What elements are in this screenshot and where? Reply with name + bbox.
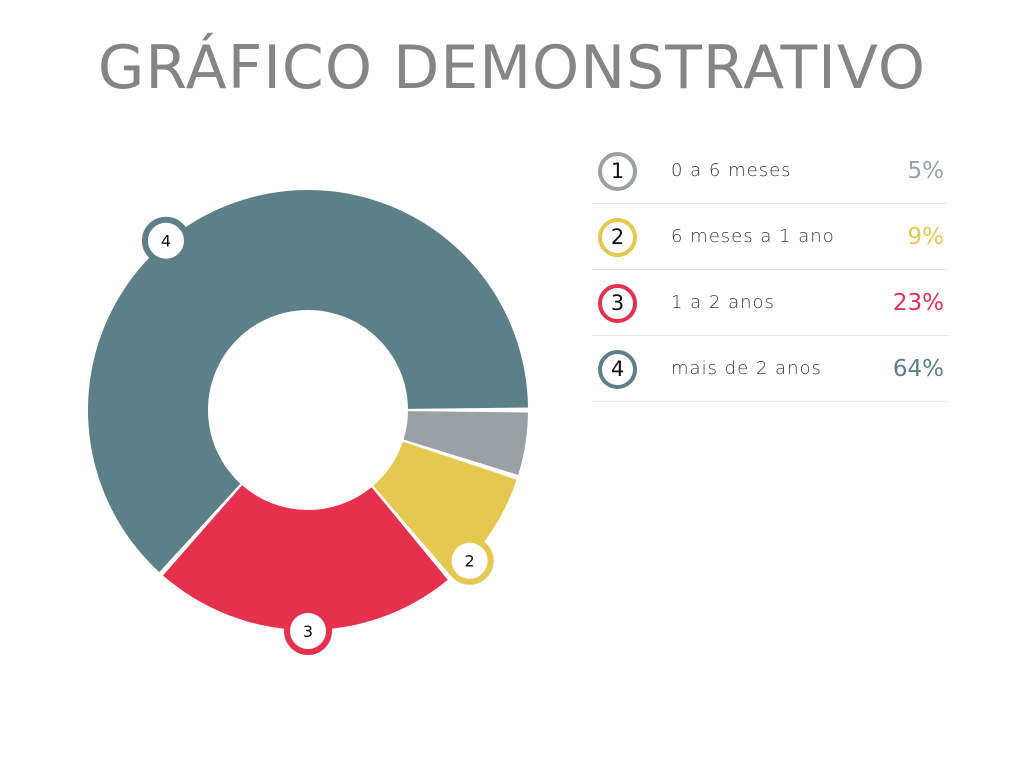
slice-marker: 4	[141, 216, 190, 265]
donut-slice	[87, 189, 528, 573]
legend-item: 4 mais de 2 anos 64%	[592, 336, 948, 402]
legend-label: 6 meses a 1 ano	[671, 226, 835, 247]
legend: 1 0 a 6 meses 5% 2 6 meses a 1 ano 9% 3 …	[592, 138, 948, 402]
legend-value: 9%	[907, 224, 945, 250]
legend-marker: 2	[598, 218, 637, 257]
slice-marker: 3	[284, 607, 332, 655]
legend-label: 0 a 6 meses	[671, 160, 792, 181]
donut-chart: 2 3 4	[87, 189, 528, 655]
legend-marker: 4	[598, 350, 637, 389]
legend-item: 1 0 a 6 meses 5%	[592, 138, 948, 204]
slice-marker-label: 2	[465, 552, 475, 571]
slice-marker-label: 4	[161, 232, 171, 251]
legend-label: 1 a 2 anos	[671, 292, 775, 313]
donut-slice	[162, 485, 448, 630]
legend-item: 3 1 a 2 anos 23%	[592, 270, 948, 336]
slice-marker-label: 3	[303, 622, 313, 641]
chart-title: GRÁFICO DEMONSTRATIVO	[97, 33, 927, 103]
legend-value: 64%	[892, 356, 944, 382]
legend-label: mais de 2 anos	[671, 358, 822, 379]
legend-item: 2 6 meses a 1 ano 9%	[592, 204, 948, 270]
slice-marker: 2	[445, 536, 494, 585]
donut-slice	[403, 411, 528, 475]
legend-marker: 1	[598, 152, 637, 191]
legend-value: 5%	[907, 158, 945, 184]
legend-marker: 3	[598, 284, 637, 323]
legend-value: 23%	[892, 290, 944, 316]
